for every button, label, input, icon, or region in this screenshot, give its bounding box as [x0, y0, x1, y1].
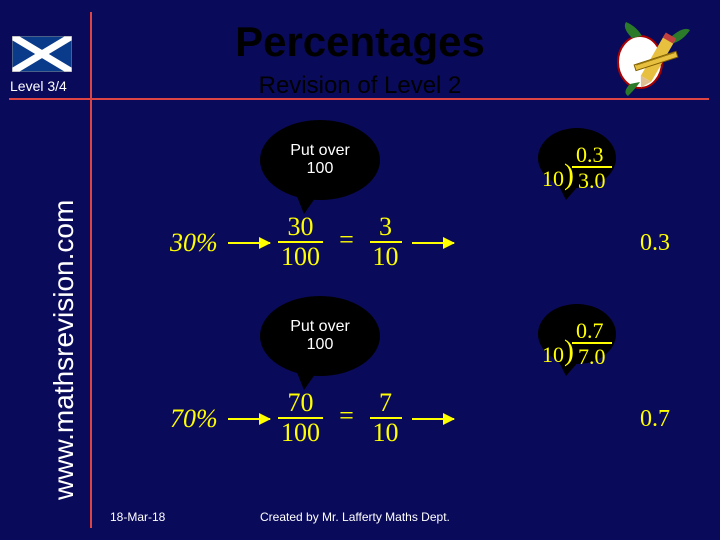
bubble-text: 100 [307, 336, 334, 354]
decimal-value: 0.7 [640, 406, 670, 433]
arrow-icon [228, 242, 270, 244]
page-subtitle: Revision of Level 2 [0, 72, 720, 100]
bubble-text: Put over [290, 142, 350, 160]
fraction-expr: 30100 = 310 [278, 214, 402, 270]
arrow-icon [228, 418, 270, 420]
footer-date: 18-Mar-18 [110, 510, 165, 524]
percent-label: 30% [170, 228, 218, 258]
fraction-expr: 70100 = 710 [278, 390, 402, 446]
arrow-icon [412, 242, 454, 244]
bubble-text: 100 [307, 160, 334, 178]
decimal-value: 0.3 [640, 230, 670, 257]
side-url: www.mathsrevision.com [48, 200, 80, 500]
long-division: 0.3 10 ) 3.0 [542, 144, 612, 194]
level-label: Level 3/4 [10, 78, 67, 94]
footer-credit: Created by Mr. Lafferty Maths Dept. [260, 510, 450, 524]
long-division: 0.7 10 ) 7.0 [542, 320, 612, 370]
speech-bubble: Put over 100 [260, 120, 380, 200]
bubble-text: Put over [290, 318, 350, 336]
arrow-icon [412, 418, 454, 420]
percent-label: 70% [170, 404, 218, 434]
speech-bubble: Put over 100 [260, 296, 380, 376]
slide: Percentages Revision of Level 2 Level 3/… [0, 0, 720, 540]
page-title: Percentages [0, 18, 720, 66]
